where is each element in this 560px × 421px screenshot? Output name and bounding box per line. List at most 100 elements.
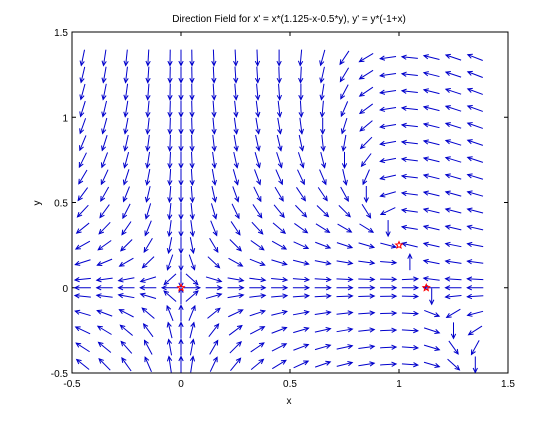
field-arrow	[340, 186, 349, 203]
field-arrow	[75, 342, 90, 353]
field-arrow	[166, 237, 173, 255]
field-arrow	[123, 117, 129, 135]
y-tick-label: -0.5	[51, 369, 69, 380]
field-arrow	[444, 156, 462, 163]
field-arrow	[189, 100, 195, 118]
field-arrow	[145, 151, 151, 169]
field-arrow	[139, 276, 157, 283]
field-arrow	[315, 241, 332, 249]
field-arrow	[209, 356, 218, 372]
field-arrow	[189, 151, 195, 170]
field-arrow	[78, 169, 88, 185]
field-arrow	[145, 49, 151, 67]
field-arrow	[340, 84, 349, 100]
field-arrow	[228, 309, 244, 318]
field-arrow	[255, 83, 261, 101]
field-arrow	[73, 285, 91, 291]
field-arrow	[227, 285, 245, 291]
field-arrow	[99, 204, 110, 219]
field-arrow	[211, 66, 217, 84]
field-arrow	[250, 342, 265, 353]
field-arrow	[141, 307, 155, 319]
field-arrow	[167, 49, 173, 67]
field-arrow	[444, 224, 462, 231]
field-arrow	[401, 276, 420, 282]
field-arrow	[100, 169, 109, 186]
field-arrow	[362, 169, 370, 186]
field-arrow	[320, 134, 326, 152]
field-arrow	[422, 122, 440, 129]
field-arrow	[466, 224, 484, 231]
field-arrow	[422, 156, 440, 163]
field-arrow	[336, 293, 354, 299]
field-arrow	[444, 122, 462, 129]
field-arrow	[293, 326, 310, 334]
field-arrow	[230, 357, 242, 371]
field-arrow	[466, 259, 484, 265]
field-arrow	[380, 344, 398, 350]
x-tick-label: 0	[178, 379, 184, 390]
field-arrow	[144, 220, 152, 237]
field-arrow	[466, 70, 483, 78]
field-arrow	[314, 293, 332, 299]
field-arrow	[79, 135, 87, 152]
field-arrow	[292, 293, 311, 299]
field-arrow	[400, 224, 418, 231]
field-arrow	[444, 88, 462, 95]
field-arrow	[314, 343, 332, 351]
field-arrow	[400, 241, 418, 248]
field-arrow	[189, 49, 195, 67]
field-arrow	[118, 309, 134, 318]
field-arrow	[144, 186, 151, 203]
field-arrow	[210, 203, 218, 220]
field-arrow	[358, 285, 376, 291]
field-arrow	[272, 359, 287, 370]
field-arrow	[166, 220, 173, 238]
field-arrow	[178, 100, 184, 118]
field-arrow	[296, 187, 306, 202]
field-arrow	[444, 285, 462, 291]
field-arrow	[380, 293, 398, 299]
field-arrow	[271, 309, 288, 316]
field-arrow	[315, 223, 331, 233]
field-arrow	[337, 223, 353, 233]
field-arrow	[210, 220, 218, 237]
field-arrow	[341, 134, 347, 152]
field-arrow	[271, 326, 288, 334]
field-arrow	[230, 221, 241, 236]
field-arrow	[297, 152, 305, 169]
field-arrow	[358, 310, 376, 316]
field-arrow	[292, 285, 311, 291]
field-arrow	[472, 356, 478, 373]
field-arrow	[233, 117, 239, 135]
field-arrow	[167, 134, 173, 152]
field-arrow	[78, 152, 87, 169]
field-arrow	[271, 293, 289, 299]
field-arrow	[298, 134, 305, 152]
field-arrow	[400, 139, 418, 146]
field-arrow	[422, 241, 440, 248]
field-arrow	[294, 223, 309, 234]
field-arrow	[252, 204, 263, 219]
field-arrow	[361, 203, 372, 219]
field-arrow	[336, 361, 354, 367]
field-arrow	[79, 118, 87, 135]
field-arrow	[123, 134, 129, 152]
field-arrow	[379, 106, 397, 112]
field-arrow	[123, 49, 129, 67]
field-arrow	[189, 117, 195, 135]
field-arrow	[422, 105, 440, 112]
field-arrow	[251, 221, 264, 235]
field-arrow	[211, 168, 217, 186]
field-arrow	[380, 310, 398, 316]
field-arrow	[423, 327, 441, 335]
field-arrow	[340, 101, 349, 118]
field-arrow	[189, 220, 195, 238]
field-arrow	[444, 105, 462, 112]
field-arrow	[336, 310, 354, 316]
field-arrow	[189, 355, 196, 373]
field-arrow	[400, 105, 418, 111]
field-arrow	[276, 66, 282, 84]
field-arrow	[166, 338, 173, 356]
field-arrow	[297, 49, 304, 67]
